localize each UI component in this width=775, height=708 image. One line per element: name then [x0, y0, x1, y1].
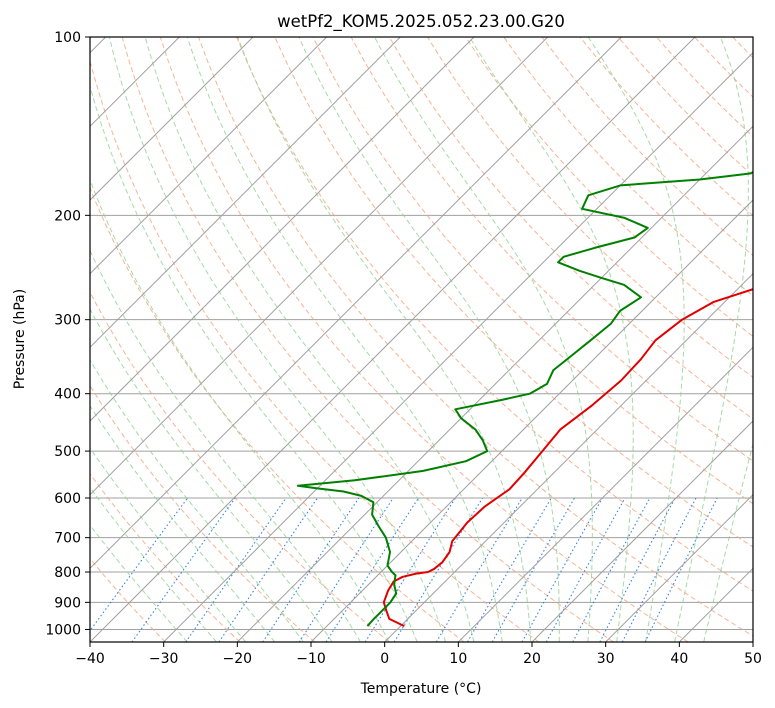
- moist-adiabat: [90, 358, 304, 642]
- moist-adiabat: [90, 308, 333, 642]
- mixing-ratio-line: [131, 497, 236, 642]
- mixing-ratio-line: [90, 497, 189, 632]
- y-tick-label: 400: [54, 387, 81, 403]
- dry-adiabat: [503, 37, 753, 297]
- y-axis-label: Pressure (hPa): [12, 289, 28, 389]
- moist-adiabat: [587, 37, 685, 642]
- sounding-traces: [296, 171, 753, 628]
- y-tick-label: 100: [54, 30, 81, 46]
- x-tick-label: −20: [223, 651, 253, 667]
- dry-adiabat: [90, 384, 316, 642]
- moist-adiabat: [108, 37, 446, 642]
- moist-adiabat: [90, 486, 217, 642]
- x-tick-label: 30: [597, 651, 615, 667]
- y-tick-label: 600: [54, 491, 81, 507]
- dry-adiabat: [159, 37, 689, 642]
- x-tick-label: 40: [670, 651, 688, 667]
- isotherm-line: [531, 420, 753, 642]
- x-tick-label: −10: [296, 651, 326, 667]
- x-tick-label: −40: [75, 651, 105, 667]
- y-tick-label: 800: [54, 565, 81, 581]
- dry-adiabat: [90, 291, 390, 642]
- temperature-trace: [382, 288, 753, 628]
- moist-adiabat: [90, 524, 188, 642]
- chart-title: wetPf2_KOM5.2025.052.23.00.G20: [277, 12, 565, 32]
- x-tick-label: −30: [149, 651, 179, 667]
- y-tick-label: 500: [54, 444, 81, 460]
- isotherm-line: [90, 37, 254, 201]
- mixing-ratio-line: [545, 497, 626, 642]
- moist-adiabat: [703, 441, 753, 642]
- dewpoint-trace: [296, 171, 753, 627]
- y-tick-label: 700: [54, 531, 81, 547]
- plot-frame: [89, 36, 754, 643]
- dry-adiabat: [90, 59, 540, 642]
- mixing-ratio-line: [644, 497, 718, 642]
- dry-adiabat: [426, 37, 753, 378]
- y-tick-label: 1000: [45, 622, 81, 638]
- x-tick-label: 0: [380, 651, 389, 667]
- dry-adiabat: [90, 557, 166, 642]
- mixing-ratio-line: [599, 497, 676, 642]
- x-tick-label: 10: [449, 651, 467, 667]
- isotherm-line: [90, 37, 549, 496]
- moist-adiabat: [90, 404, 275, 642]
- moist-adiabat: [674, 37, 749, 642]
- dry-adiabat: [274, 37, 753, 548]
- dry-adiabat: [90, 472, 241, 642]
- mixing-ratio-line: [435, 497, 523, 642]
- mixing-ratio-line: [262, 497, 360, 642]
- isotherm-line: [236, 125, 753, 642]
- plot-area: [90, 37, 753, 642]
- dry-adiabat: [198, 37, 753, 637]
- isotherm-line: [163, 51, 753, 642]
- mixing-ratio-line: [621, 497, 697, 642]
- moist-adiabat: [374, 37, 593, 642]
- axes: −40 −30 −20 −10 0 10 20 30 40 50 100 200 300 400 500 60…: [45, 30, 762, 667]
- mixing-ratio-line: [572, 497, 651, 642]
- moist-adiabat: [186, 37, 503, 642]
- y-tick-label: 300: [54, 313, 81, 329]
- isotherm-line: [90, 37, 696, 642]
- dry-adiabat: [236, 37, 753, 592]
- isotherm-line: [384, 272, 753, 642]
- isotherm-line: [90, 37, 475, 422]
- isotherm-line: [457, 346, 753, 642]
- x-tick-label: 50: [744, 651, 762, 667]
- isotherms: [90, 37, 753, 642]
- dry-adiabat: [90, 186, 465, 642]
- dry-adiabat: [350, 37, 753, 462]
- isotherm-line: [90, 37, 401, 349]
- x-tick-label: 20: [523, 651, 541, 667]
- pressure-grid: [90, 37, 753, 630]
- dry-adiabats: [90, 37, 753, 642]
- isotherm-line: [90, 37, 328, 275]
- y-tick-label: 200: [54, 208, 81, 224]
- moist-adiabat: [90, 447, 247, 642]
- isotherm-line: [605, 493, 753, 642]
- isotherm-line: [90, 37, 622, 570]
- y-tick-label: 900: [54, 595, 81, 611]
- x-axis-label: Temperature (°C): [360, 681, 482, 697]
- dry-adiabat: [121, 37, 614, 642]
- moist-adiabat: [144, 37, 475, 642]
- isotherm-line: [310, 199, 753, 642]
- moist-adiabat: [90, 249, 362, 642]
- mixing-ratio-line: [364, 497, 456, 642]
